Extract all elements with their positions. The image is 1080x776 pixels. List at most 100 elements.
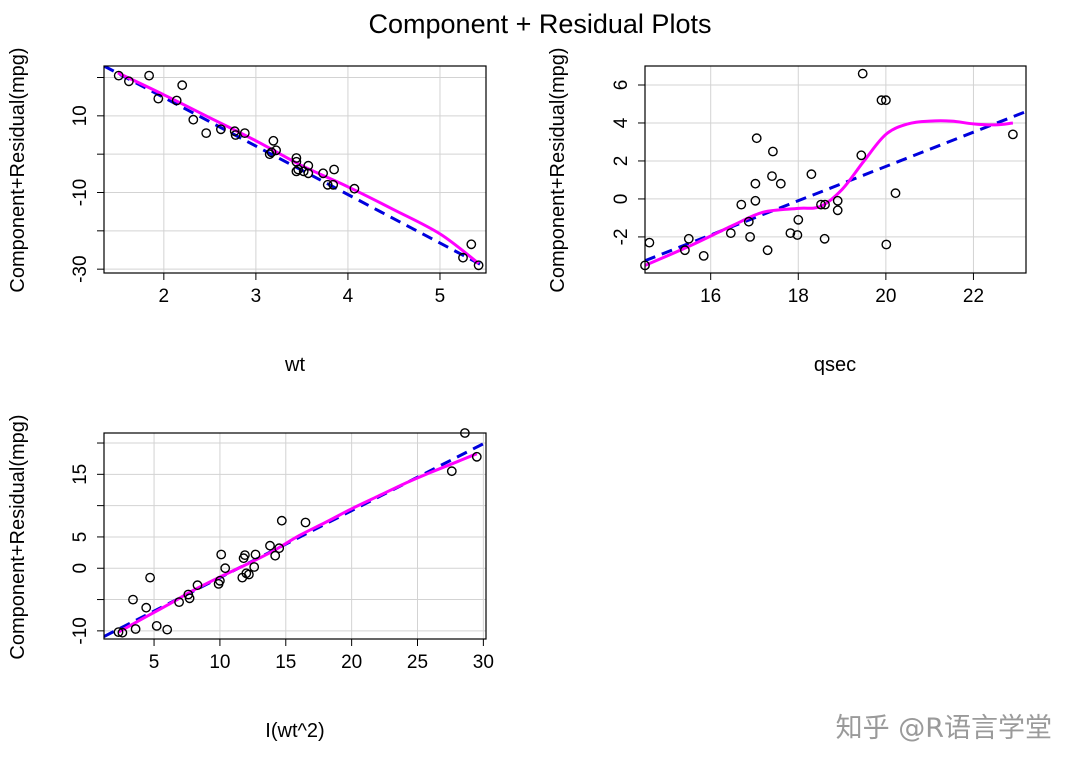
y-axis-label: Component+Residual(mpg) bbox=[7, 47, 29, 292]
y-tick-label: 0 bbox=[611, 194, 632, 205]
data-point bbox=[816, 199, 826, 210]
smooth-fit-line bbox=[117, 452, 478, 634]
data-point bbox=[230, 130, 241, 140]
data-point bbox=[785, 228, 796, 239]
data-point bbox=[318, 168, 328, 179]
y-tick-label: 2 bbox=[611, 156, 632, 167]
y-axis-label: Component+Residual(mpg) bbox=[547, 47, 569, 292]
y-tick-label: 10 bbox=[70, 105, 91, 126]
data-point bbox=[303, 168, 314, 179]
data-point bbox=[177, 80, 188, 91]
y-tick-label: -30 bbox=[70, 255, 91, 282]
data-point bbox=[201, 128, 212, 139]
data-point bbox=[856, 150, 867, 161]
data-point bbox=[793, 214, 804, 225]
data-point bbox=[239, 128, 250, 139]
data-point bbox=[762, 245, 773, 256]
data-point bbox=[192, 580, 203, 591]
x-tick-label: 5 bbox=[435, 286, 446, 307]
smooth-fit-line bbox=[645, 119, 1014, 267]
data-point bbox=[113, 70, 124, 81]
data-point bbox=[328, 179, 339, 190]
data-point bbox=[745, 231, 755, 242]
x-tick-label: 20 bbox=[341, 652, 362, 673]
panel-2: 16 18 20 22 -2 0 2 4 6 qsec Component+Residual(mpg… bbox=[547, 47, 1027, 376]
x-tick-label: 30 bbox=[473, 652, 494, 673]
data-point bbox=[857, 68, 868, 79]
data-point bbox=[239, 550, 250, 560]
data-point bbox=[890, 188, 901, 199]
y-tick-label: -10 bbox=[70, 617, 91, 644]
data-point bbox=[768, 146, 778, 157]
data-point bbox=[268, 135, 279, 146]
data-point bbox=[792, 230, 803, 240]
data-point bbox=[458, 252, 468, 263]
data-point bbox=[683, 233, 694, 244]
data-point bbox=[214, 575, 225, 586]
y-tick-label: -10 bbox=[70, 179, 91, 206]
data-point bbox=[736, 199, 747, 210]
y-tick-label: 15 bbox=[70, 464, 91, 485]
data-point bbox=[216, 549, 227, 560]
plot-area bbox=[645, 110, 1026, 267]
x-tick-label: 18 bbox=[788, 286, 809, 307]
figure-title: Component + Residual Plots bbox=[369, 9, 712, 39]
x-axis-label: qsec bbox=[814, 354, 856, 376]
data-point bbox=[881, 95, 891, 106]
data-point bbox=[832, 205, 843, 216]
data-point bbox=[276, 515, 287, 526]
data-point bbox=[881, 239, 892, 250]
y-axis-label: Component+Residual(mpg) bbox=[7, 414, 29, 659]
data-point bbox=[291, 166, 302, 177]
data-point bbox=[820, 199, 830, 210]
data-point bbox=[162, 624, 173, 635]
data-point bbox=[243, 569, 254, 580]
data-point bbox=[750, 178, 761, 189]
data-point bbox=[775, 178, 786, 189]
panel-1: 2 3 4 5 -30 -10 10 wt Component+Residual(mpg) bbox=[7, 47, 487, 376]
plot-frame bbox=[103, 432, 487, 640]
data-point bbox=[725, 228, 736, 239]
data-point bbox=[265, 540, 275, 551]
data-point bbox=[145, 572, 156, 583]
y-tick-label: -2 bbox=[611, 228, 632, 245]
smooth-fit-line bbox=[117, 71, 480, 265]
y-tick-label: 4 bbox=[611, 117, 632, 128]
data-point bbox=[128, 594, 138, 605]
data-point bbox=[291, 153, 302, 163]
plot-frame bbox=[103, 65, 487, 274]
data-point bbox=[743, 216, 754, 227]
data-point bbox=[806, 169, 817, 180]
data-point bbox=[174, 597, 185, 607]
data-point bbox=[329, 164, 339, 175]
data-point bbox=[130, 624, 141, 634]
data-point bbox=[271, 145, 281, 156]
data-point bbox=[293, 164, 304, 175]
data-point bbox=[644, 237, 655, 248]
y-tick-label: 6 bbox=[611, 80, 632, 91]
data-point bbox=[171, 95, 182, 106]
data-point bbox=[819, 233, 830, 244]
panel-3: 5 10 15 20 25 30 -10 0 5 15 I(wt^2) Component+Resid… bbox=[7, 414, 494, 742]
x-tick-label: 10 bbox=[209, 652, 230, 673]
data-point bbox=[876, 95, 887, 106]
data-point bbox=[151, 621, 162, 631]
data-point bbox=[680, 245, 690, 256]
data-point bbox=[184, 593, 195, 604]
data-point bbox=[1008, 129, 1018, 140]
data-point bbox=[698, 250, 709, 261]
x-tick-label: 15 bbox=[275, 652, 296, 673]
data-point bbox=[266, 147, 277, 158]
plot-area bbox=[104, 441, 486, 638]
x-tick-label: 20 bbox=[875, 286, 896, 307]
data-point bbox=[473, 260, 484, 271]
data-point bbox=[270, 550, 281, 561]
data-point bbox=[466, 239, 477, 250]
x-tick-label: 3 bbox=[251, 286, 262, 307]
data-point bbox=[229, 126, 240, 137]
x-axis-label: I(wt^2) bbox=[265, 720, 324, 742]
data-point bbox=[117, 627, 128, 638]
data-point bbox=[303, 160, 314, 171]
